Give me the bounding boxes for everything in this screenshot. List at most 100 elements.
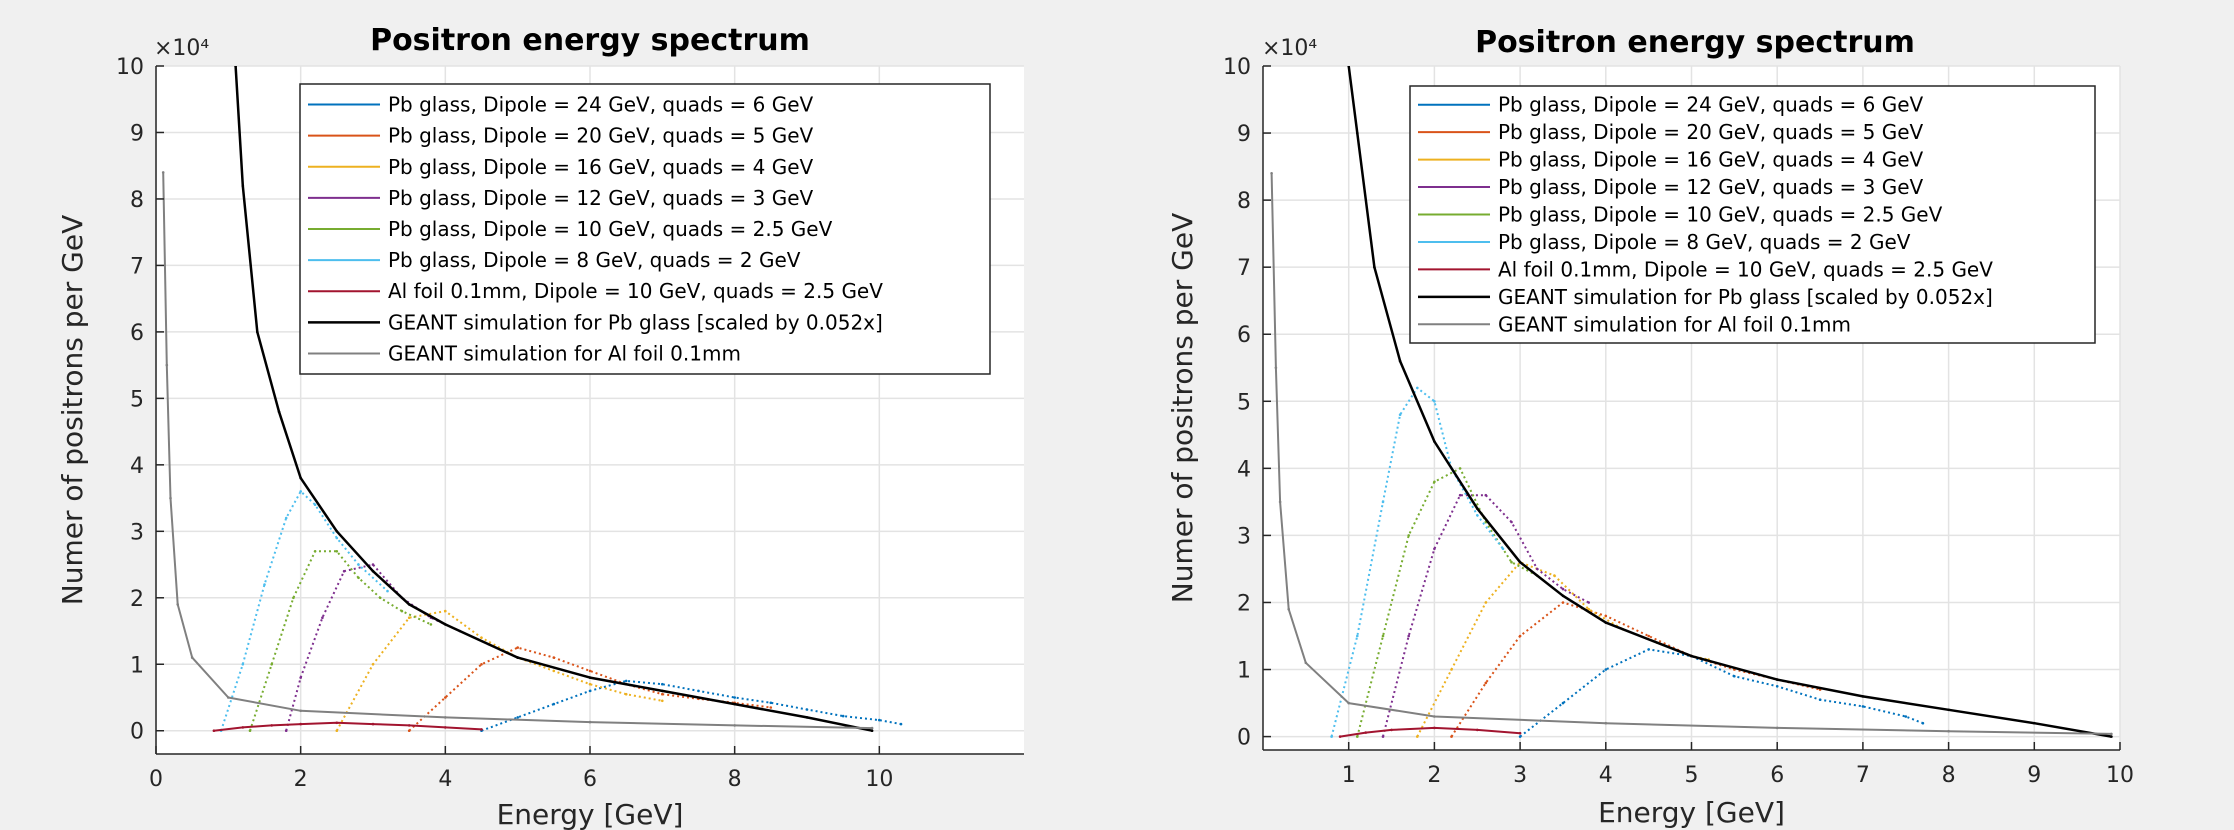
data-point [1458, 493, 1462, 497]
legend-entry-5: Pb glass, Dipole = 10 GeV, quads = 2.5 G… [388, 217, 833, 241]
data-point [1561, 701, 1565, 705]
data-point [1947, 729, 1950, 733]
data-point [292, 596, 295, 600]
data-point [190, 656, 194, 659]
data-point [255, 330, 259, 334]
data-point [516, 646, 519, 649]
data-point [1733, 674, 1736, 678]
data-point [661, 692, 664, 696]
legend-entry-9: GEANT simulation for Al foil 0.1mm [1498, 312, 1851, 336]
data-point [1356, 131, 1359, 135]
data-point [1775, 678, 1779, 681]
chart-panel-2: 1 2 3 4 5 6 7 8 9 10 0 1 2 3 4 5 6 7 8 9 10 ×10⁴ Positron ener… [1166, 25, 2134, 829]
data-point [2110, 732, 2113, 736]
data-point [1476, 514, 1479, 517]
data-point [371, 563, 375, 566]
data-point [1518, 634, 1522, 638]
data-point [1381, 735, 1385, 738]
data-point [284, 516, 288, 520]
y-tick-label: 3 [130, 520, 144, 545]
y-tick-label: 0 [1237, 726, 1251, 751]
data-point [1604, 621, 1608, 624]
data-point [1407, 534, 1410, 537]
legend-box [299, 83, 991, 375]
y-axis-label: Numer of positrons per GeV [56, 215, 89, 606]
data-point [1476, 728, 1479, 732]
data-point [805, 708, 809, 711]
data-point [1433, 400, 1436, 403]
data-point [313, 550, 317, 553]
data-point [1356, 634, 1359, 638]
data-point [1347, 66, 1350, 68]
data-point [1381, 634, 1385, 638]
legend-entry-3: Pb glass, Dipole = 16 GeV, quads = 4 GeV [388, 155, 814, 179]
data-point [1861, 695, 1865, 698]
data-point [1561, 601, 1565, 604]
y-tick-label: 8 [1237, 189, 1251, 214]
data-point [697, 689, 700, 693]
x-tick-label: 4 [1599, 763, 1613, 788]
data-point [1433, 440, 1436, 443]
data-point [357, 576, 360, 580]
y-tick-label: 1 [130, 653, 144, 678]
data-point [299, 722, 303, 726]
data-point [378, 596, 382, 600]
y-tick-label: 10 [1223, 55, 1251, 80]
data-point [516, 716, 519, 719]
data-point [1561, 594, 1565, 598]
series-group [1270, 66, 2113, 738]
x-tick-label: 4 [438, 767, 452, 792]
data-point [444, 696, 447, 699]
y-tick-label: 8 [130, 188, 144, 213]
data-point [624, 692, 628, 696]
data-point [769, 701, 773, 705]
data-point [1407, 634, 1410, 638]
legend-entry-6: Pb glass, Dipole = 8 GeV, quads = 2 GeV [1498, 230, 1911, 254]
data-point [165, 363, 169, 367]
data-point [176, 603, 179, 606]
data-point [1818, 698, 1822, 701]
x-tick-label: 0 [149, 767, 163, 792]
data-point [227, 696, 230, 699]
data-point [733, 696, 736, 699]
data-point [1904, 715, 1908, 718]
data-point [769, 706, 773, 709]
legend-entry-7: Al foil 0.1mm, Dipole = 10 GeV, quads = … [1498, 257, 1993, 281]
data-point [241, 184, 245, 187]
data-point [1274, 366, 1278, 370]
x-tick-label: 9 [2027, 763, 2041, 788]
y-tick-label: 9 [130, 121, 144, 146]
legend-entry-2: Pb glass, Dipole = 20 GeV, quads = 5 GeV [1498, 120, 1924, 144]
data-point [516, 656, 519, 659]
legend-entry-3: Pb glass, Dipole = 16 GeV, quads = 4 GeV [1498, 148, 1924, 172]
data-point [1433, 480, 1436, 484]
data-point [1484, 681, 1488, 685]
data-point [407, 616, 411, 619]
data-point [2110, 735, 2113, 738]
x-axis-label: Energy [GeV] [1598, 796, 1785, 829]
data-point [1364, 731, 1368, 734]
data-point [241, 726, 245, 729]
legend: Pb glass, Dipole = 24 GeV, quads = 6 GeV… [299, 83, 991, 375]
data-point [1373, 265, 1376, 269]
data-point [299, 490, 303, 493]
data-point [1921, 721, 1925, 725]
x-tick-label: 2 [294, 767, 308, 792]
data-point [480, 728, 483, 731]
x-axis-label: Energy [GeV] [497, 798, 684, 830]
data-point [335, 729, 339, 732]
x-tick-label: 6 [583, 767, 597, 792]
y-tick-label: 0 [130, 720, 144, 745]
chart-title: Positron energy spectrum [370, 23, 810, 58]
data-point [1587, 601, 1590, 604]
legend-entry-2: Pb glass, Dipole = 20 GeV, quads = 5 GeV [388, 124, 814, 148]
data-point [1458, 467, 1462, 470]
data-point [299, 476, 303, 480]
y-axis-label: Numer of positrons per GeV [1166, 213, 1199, 604]
x-tick-label: 10 [865, 767, 893, 792]
data-point [1356, 735, 1359, 738]
data-point [588, 669, 592, 673]
legend-entry-9: GEANT simulation for Al foil 0.1mm [388, 341, 741, 365]
data-point [899, 722, 903, 726]
